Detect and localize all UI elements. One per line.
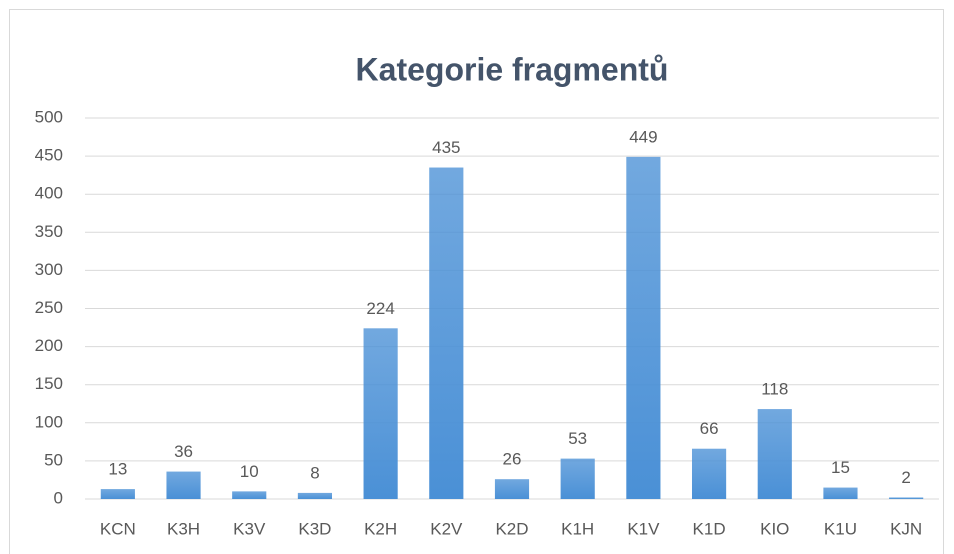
y-tick-label: 0: [54, 488, 63, 507]
bar: [232, 491, 267, 499]
data-label: 8: [310, 463, 319, 482]
x-tick-label: KJN: [890, 519, 922, 538]
x-tick-label: KCN: [100, 519, 136, 538]
y-tick-label: 250: [35, 298, 63, 317]
data-label: 224: [366, 299, 394, 318]
x-tick-label: K2V: [430, 519, 463, 538]
x-tick-label: K1D: [693, 519, 726, 538]
bar: [166, 471, 201, 499]
y-tick-label: 300: [35, 260, 63, 279]
x-tick-label: K1V: [627, 519, 660, 538]
data-label: 36: [174, 442, 193, 461]
y-tick-label: 400: [35, 184, 63, 203]
chart-frame: [9, 9, 944, 554]
y-tick-label: 500: [35, 107, 63, 126]
data-label: 15: [831, 458, 850, 477]
x-tick-label: K3D: [298, 519, 331, 538]
bar: [429, 167, 464, 499]
y-tick-label: 50: [44, 450, 63, 469]
bar: [757, 409, 792, 499]
y-tick-label: 200: [35, 336, 63, 355]
y-tick-label: 450: [35, 146, 63, 165]
data-label: 435: [432, 138, 460, 157]
bar: [560, 458, 595, 499]
bar: [363, 328, 398, 499]
x-tick-label: K2H: [364, 519, 397, 538]
bar: [494, 479, 530, 499]
x-tick-label: K2D: [495, 519, 528, 538]
x-tick-label: K3H: [167, 519, 200, 538]
data-label: 10: [240, 462, 259, 481]
bar: [297, 492, 333, 499]
data-label: 118: [761, 380, 788, 399]
data-label: 66: [700, 419, 719, 438]
data-label: 2: [901, 468, 910, 487]
data-label: 449: [629, 127, 657, 146]
data-label: 26: [503, 450, 522, 469]
bar: [100, 489, 135, 499]
x-tick-label: K1H: [561, 519, 594, 538]
x-tick-label: KIO: [760, 519, 789, 538]
bar: [691, 448, 727, 499]
data-label: 53: [568, 429, 587, 448]
bar: [626, 156, 661, 499]
bar: [889, 497, 924, 499]
y-tick-label: 100: [35, 412, 63, 431]
x-tick-label: K3V: [233, 519, 266, 538]
y-tick-label: 350: [35, 222, 63, 241]
data-label: 13: [108, 460, 127, 479]
bar: [823, 487, 858, 499]
chart-title: Kategorie fragmentů: [356, 51, 669, 87]
y-tick-label: 150: [35, 374, 63, 393]
x-tick-label: K1U: [824, 519, 857, 538]
